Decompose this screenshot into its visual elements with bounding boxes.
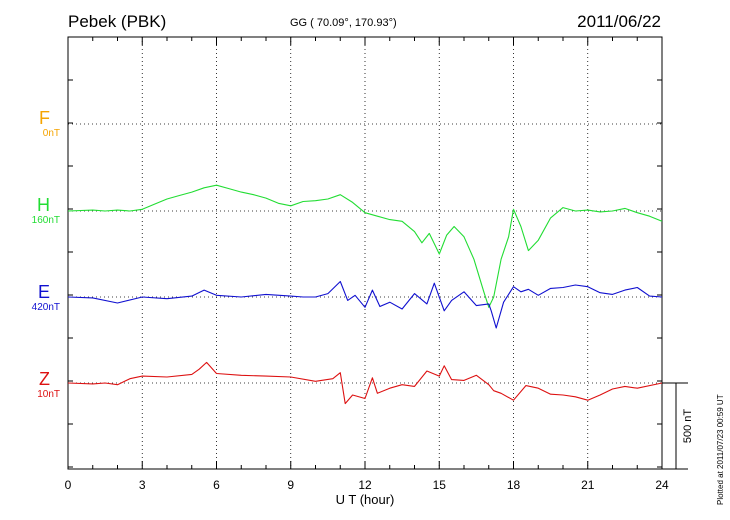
channel-offset-f: 0nT bbox=[42, 128, 60, 139]
x-tick-label: 21 bbox=[581, 478, 595, 492]
x-tick-label: 3 bbox=[139, 478, 146, 492]
x-tick-label: 12 bbox=[358, 478, 372, 492]
station-title: Pebek (PBK) bbox=[68, 12, 167, 31]
x-tick-label: 0 bbox=[65, 478, 72, 492]
channel-name-f: F bbox=[39, 108, 50, 128]
channel-offset-z: 10nT bbox=[37, 389, 60, 400]
x-tick-label: 15 bbox=[433, 478, 447, 492]
channel-offset-e: 420nT bbox=[31, 302, 60, 313]
scale-bar-label: 500 nT bbox=[682, 409, 694, 444]
channel-label-e: E 420nT bbox=[2, 282, 62, 314]
x-tick-label: 6 bbox=[213, 478, 220, 492]
geographic-coordinates: GG ( 70.09°, 170.93°) bbox=[290, 17, 397, 29]
channel-name-z: Z bbox=[39, 369, 50, 389]
x-tick-label: 9 bbox=[287, 478, 294, 492]
channel-label-h: H 160nT bbox=[2, 195, 62, 227]
series-line-z bbox=[67, 361, 663, 405]
x-tick-label: 24 bbox=[655, 478, 669, 492]
x-tick-label: 18 bbox=[507, 478, 521, 492]
series-line-e bbox=[67, 280, 663, 329]
x-axis-label: U T (hour) bbox=[336, 492, 395, 507]
channel-label-z: Z 10nT bbox=[2, 369, 62, 401]
series-line-h bbox=[67, 184, 663, 308]
date-label: 2011/06/22 bbox=[577, 12, 661, 31]
channel-name-e: E bbox=[37, 282, 50, 302]
channel-name-h: H bbox=[37, 195, 50, 215]
channel-label-f: F 0nT bbox=[2, 108, 62, 140]
channel-offset-h: 160nT bbox=[31, 215, 60, 226]
